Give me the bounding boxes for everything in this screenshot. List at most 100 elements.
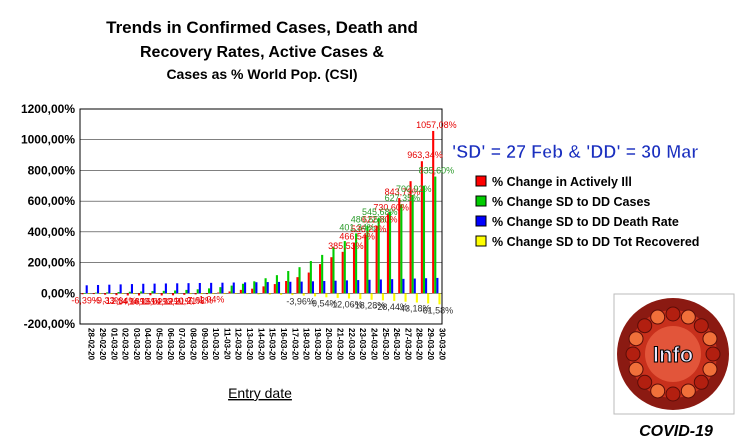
bar-2-06-03-20 [162, 290, 165, 294]
bar-2-19-03-20 [309, 261, 312, 294]
x-tick-label: 20-03-20 [324, 328, 333, 361]
bar-4-09-03-20 [200, 293, 203, 295]
legend-swatch [475, 235, 487, 247]
bar-3-11-03-20 [221, 282, 224, 294]
logo-info-text: Info [653, 342, 693, 367]
y-tick-label: 0,00% [41, 286, 75, 300]
bar-4-02-03-20 [121, 293, 124, 295]
bar-4-29-03-20 [427, 293, 430, 304]
bar-2-18-03-20 [298, 267, 301, 294]
bar-4-26-03-20 [393, 293, 396, 301]
bar-3-12-03-20 [232, 282, 235, 294]
data-label: -13,21% [159, 296, 193, 306]
x-tick-label: 19-03-20 [313, 328, 322, 361]
bar-4-01-03-20 [110, 293, 113, 295]
bar-3-18-03-20 [300, 281, 303, 294]
x-tick-label: 13-03-20 [245, 328, 254, 361]
data-label: 385,53% [328, 241, 364, 251]
bar-2-15-03-20 [264, 278, 267, 294]
bar-2-12-03-20 [230, 285, 233, 294]
virus-spike [665, 386, 681, 402]
chart-title-line-2: Recovery Rates, Active Cases & [140, 44, 384, 61]
bar-3-15-03-20 [266, 282, 269, 294]
legend-swatch [475, 195, 487, 207]
data-label: -14,12% [148, 296, 182, 306]
bar-1-14-03-20 [251, 288, 254, 294]
chart-title-line-1: Trends in Confirmed Cases, Death and [106, 18, 418, 37]
bar-1-19-03-20 [307, 272, 310, 294]
bar-1-18-03-20 [296, 277, 299, 294]
x-tick-label: 06-03-20 [166, 328, 175, 361]
sd-dd-annotation: 'SD' = 27 Feb & 'DD' = 30 Mar [452, 142, 698, 162]
bar-2-29-03-20 [422, 185, 426, 294]
virus-spike [665, 306, 681, 322]
bar-1-05-03-20 [149, 293, 152, 296]
bar-2-30-03-20 [434, 176, 437, 294]
x-tick-label: 22-03-20 [347, 328, 356, 361]
x-axis-label: Entry date [228, 385, 292, 401]
bar-4-05-03-20 [155, 293, 158, 295]
legend: % Change in Actively Ill % Change SD to D… [475, 175, 699, 249]
bar-4-19-03-20 [314, 293, 317, 297]
bar-4-12-03-20 [234, 293, 237, 295]
bar-1-25-03-20 [375, 225, 378, 294]
data-label: -1,04% [196, 294, 225, 304]
bar-3-27-03-20 [402, 278, 405, 294]
bar-3-09-03-20 [198, 282, 201, 294]
bar-4-15-03-20 [268, 293, 271, 295]
chart-title-line-3: Cases as % World Pop. (CSI) [166, 66, 357, 82]
x-tick-label: 30-03-20 [437, 328, 446, 361]
x-tick-label: 28-02-20 [87, 328, 96, 361]
x-axis-ticks: 28-02-20 29-02-20 01-03-20 02-03-20 03-03-20… [87, 328, 447, 361]
bar-1-28-03-20 [409, 181, 412, 294]
x-tick-label: 14-03-20 [256, 328, 265, 361]
y-tick-label: 1200,00% [21, 102, 75, 116]
bar-4-22-03-20 [347, 293, 351, 299]
bar-2-04-03-20 [140, 291, 143, 294]
data-label: -6,39% [71, 295, 100, 305]
chart-title: Trends in Confirmed Cases, Death and Rec… [106, 18, 418, 82]
y-tick-label: 400,00% [28, 225, 76, 239]
x-tick-label: 26-03-20 [392, 328, 401, 361]
bar-3-06-03-20 [164, 283, 167, 294]
bar-2-10-03-20 [207, 288, 211, 294]
bar-4-08-03-20 [189, 293, 192, 295]
x-tick-label: 02-03-20 [121, 328, 130, 361]
data-label: -12,34% [103, 296, 137, 306]
bar-4-29-02-20 [99, 293, 102, 295]
bar-2-26-03-20 [388, 211, 392, 294]
bar-3-21-03-20 [334, 280, 337, 294]
bar-4-03-03-20 [133, 293, 136, 295]
data-label: -13,02% [137, 296, 171, 306]
bar-1-06-03-20 [160, 293, 163, 296]
data-label: -7,02% [185, 295, 214, 305]
bar-4-28-03-20 [415, 293, 418, 303]
x-tick-label: 24-03-20 [369, 328, 378, 361]
covid-logo: Info COVID-19 [613, 293, 735, 440]
bar-2-09-03-20 [196, 289, 199, 294]
bar-1-03-03-20 [126, 293, 129, 296]
data-label: 963,34% [407, 150, 443, 160]
virus-spike [650, 309, 666, 325]
bar-2-03-03-20 [128, 291, 131, 294]
x-tick-label: 03-03-20 [132, 328, 141, 361]
bar-3-16-03-20 [277, 281, 281, 294]
bar-1-16-03-20 [273, 284, 276, 294]
bar-1-26-03-20 [386, 213, 389, 294]
data-label: -61,58% [420, 305, 454, 315]
bar-2-29-02-20 [94, 292, 97, 294]
bar-3-23-03-20 [357, 280, 360, 294]
bar-1-09-03-20 [194, 293, 197, 295]
bar-4-17-03-20 [291, 293, 294, 296]
bar-3-26-03-20 [391, 279, 394, 294]
bar-1-04-03-20 [138, 293, 141, 296]
bar-1-20-03-20 [319, 264, 322, 294]
bar-3-03-03-20 [130, 284, 134, 294]
virus-spike [628, 331, 644, 347]
bar-1-01-03-20 [104, 293, 107, 295]
bar-2-28-02-20 [83, 292, 86, 294]
bar-2-24-03-20 [366, 225, 369, 294]
x-tick-label: 27-03-20 [403, 328, 412, 361]
bar-2-01-03-20 [106, 292, 109, 294]
bar-4-27-03-20 [404, 293, 407, 302]
